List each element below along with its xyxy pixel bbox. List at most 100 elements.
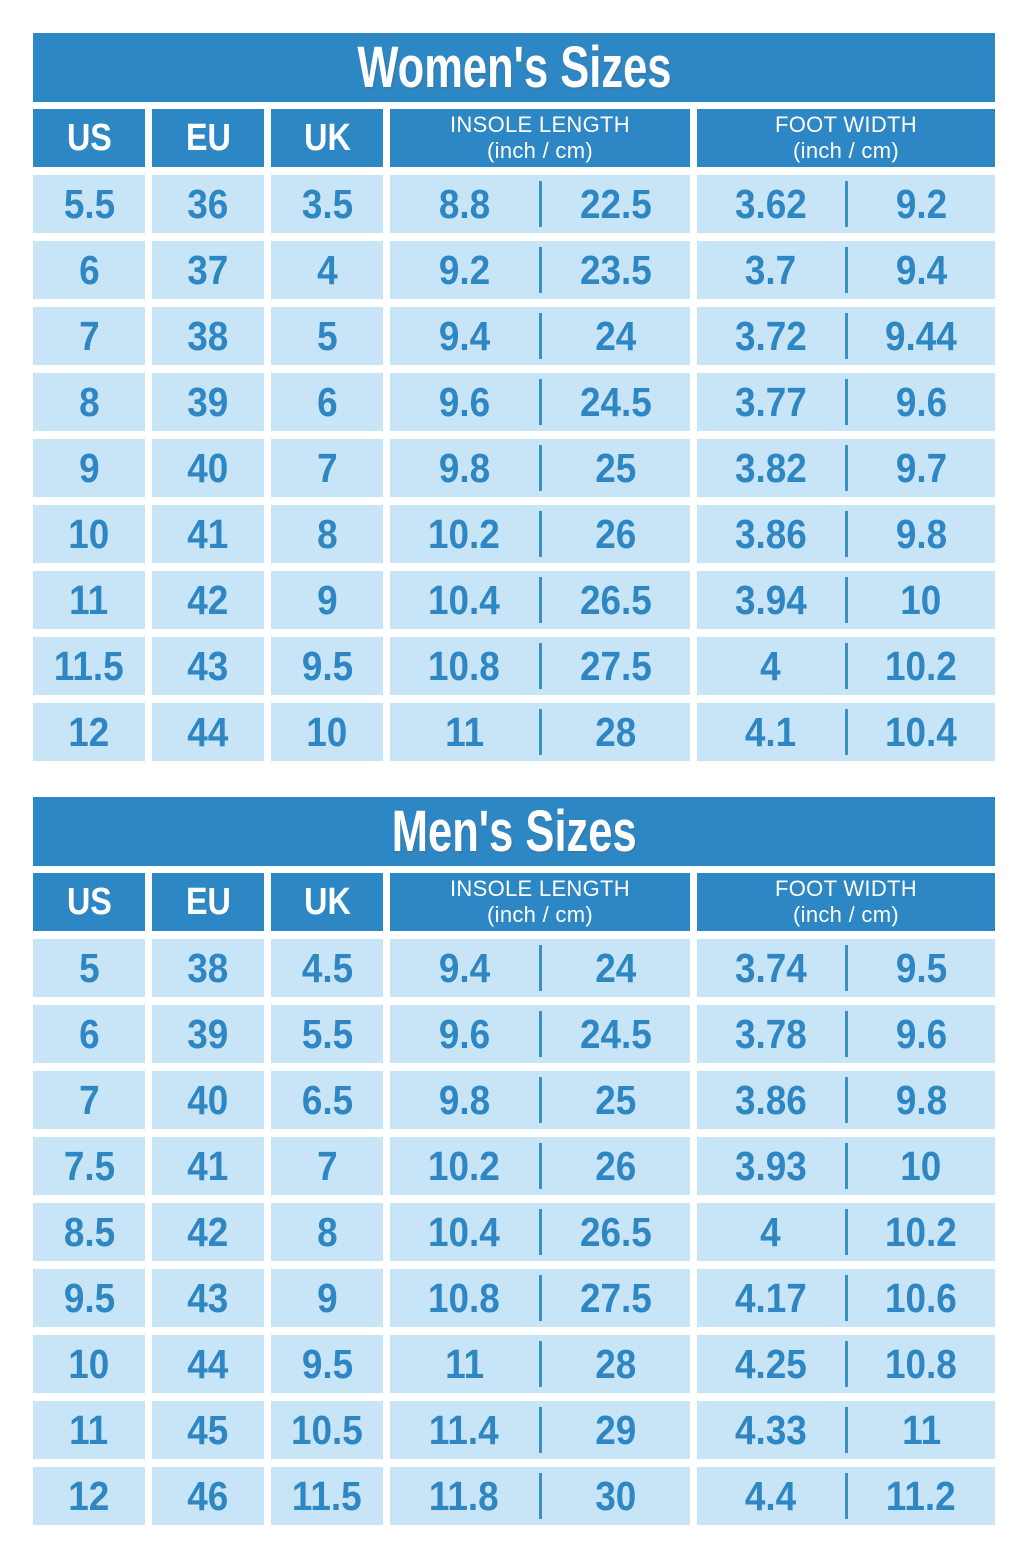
womens-header-row: US EU UK INSOLE LENGTH (inch / cm) FOOT … [33,109,995,167]
foot-width-cell: 3.74 9.5 [697,939,995,997]
us-size-cell: 12 [33,703,145,761]
uk-size-cell: 10 [271,703,383,761]
us-size-cell: 9 [33,439,145,497]
uk-size-cell: 9.5 [271,1335,383,1393]
table-row: 8.5 42 8 10.4 26.5 4 10.2 [33,1203,995,1261]
us-size-cell: 6 [33,1005,145,1063]
eu-size-cell: 45 [152,1401,264,1459]
foot-width-cell: 4.33 11 [697,1401,995,1459]
insole-length-cell: 10.8 27.5 [390,1269,690,1327]
inch-cm-divider [844,1407,848,1453]
eu-size-cell: 39 [152,1005,264,1063]
insole-length-cell: 9.6 24.5 [390,1005,690,1063]
mens-size-table: Men's Sizes US EU UK INSOLE LENGTH (inch… [33,797,995,1525]
table-row: 8 39 6 9.6 24.5 3.77 9.6 [33,373,995,431]
us-size-cell: 9.5 [33,1269,145,1327]
inch-cm-divider [844,709,848,755]
inch-cm-divider [844,643,848,689]
inch-cm-divider [844,1143,848,1189]
inch-cm-divider [844,181,848,227]
uk-size-cell: 4 [271,241,383,299]
eu-size-cell: 43 [152,1269,264,1327]
uk-size-cell: 5.5 [271,1005,383,1063]
uk-size-cell: 6 [271,373,383,431]
inch-cm-divider [538,1407,542,1453]
table-row: 7 40 6.5 9.8 25 3.86 9.8 [33,1071,995,1129]
insole-length-cell: 11.4 29 [390,1401,690,1459]
table-row: 6 37 4 9.2 23.5 3.7 9.4 [33,241,995,299]
column-header-uk: UK [271,873,383,931]
table-row: 10 41 8 10.2 26 3.86 9.8 [33,505,995,563]
foot-width-cell: 4.4 11.2 [697,1467,995,1525]
eu-size-cell: 46 [152,1467,264,1525]
table-row: 7.5 41 7 10.2 26 3.93 10 [33,1137,995,1195]
insole-length-cell: 11.8 30 [390,1467,690,1525]
inch-cm-divider [844,511,848,557]
table-row: 9 40 7 9.8 25 3.82 9.7 [33,439,995,497]
us-size-cell: 7.5 [33,1137,145,1195]
inch-cm-divider [538,1011,542,1057]
table-row: 12 46 11.5 11.8 30 4.4 11.2 [33,1467,995,1525]
inch-cm-divider [844,313,848,359]
foot-width-cell: 4 10.2 [697,637,995,695]
uk-size-cell: 3.5 [271,175,383,233]
inch-cm-divider [538,709,542,755]
us-size-cell: 5 [33,939,145,997]
column-header-foot-width: FOOT WIDTH (inch / cm) [697,109,995,167]
eu-size-cell: 44 [152,703,264,761]
table-row: 5 38 4.5 9.4 24 3.74 9.5 [33,939,995,997]
uk-size-cell: 8 [271,1203,383,1261]
insole-length-cell: 8.8 22.5 [390,175,690,233]
column-header-foot-width: FOOT WIDTH (inch / cm) [697,873,995,931]
inch-cm-divider [538,247,542,293]
us-size-cell: 11.5 [33,637,145,695]
column-header-uk: UK [271,109,383,167]
inch-cm-divider [538,445,542,491]
insole-length-cell: 9.8 25 [390,1071,690,1129]
inch-cm-divider [538,945,542,991]
foot-width-cell: 3.93 10 [697,1137,995,1195]
mens-header-row: US EU UK INSOLE LENGTH (inch / cm) FOOT … [33,873,995,931]
us-size-cell: 10 [33,1335,145,1393]
eu-size-cell: 38 [152,939,264,997]
womens-table-title: Women's Sizes [356,35,672,100]
inch-cm-divider [844,1077,848,1123]
eu-size-cell: 41 [152,505,264,563]
eu-size-cell: 38 [152,307,264,365]
insole-length-cell: 10.4 26.5 [390,571,690,629]
insole-length-cell: 9.8 25 [390,439,690,497]
insole-length-cell: 10.2 26 [390,1137,690,1195]
eu-size-cell: 40 [152,439,264,497]
inch-cm-divider [538,1209,542,1255]
mens-table-title: Men's Sizes [391,799,637,864]
table-row: 11.5 43 9.5 10.8 27.5 4 10.2 [33,637,995,695]
foot-width-cell: 4.25 10.8 [697,1335,995,1393]
uk-size-cell: 7 [271,439,383,497]
table-row: 11 42 9 10.4 26.5 3.94 10 [33,571,995,629]
womens-size-table: Women's Sizes US EU UK INSOLE LENGTH (in… [33,33,995,761]
uk-size-cell: 6.5 [271,1071,383,1129]
inch-cm-divider [538,577,542,623]
inch-cm-divider [844,1341,848,1387]
table-row: 12 44 10 11 28 4.1 10.4 [33,703,995,761]
us-size-cell: 7 [33,1071,145,1129]
uk-size-cell: 9.5 [271,637,383,695]
us-size-cell: 11 [33,571,145,629]
womens-table-body: 5.5 36 3.5 8.8 22.5 3.62 9.2 6 37 4 9.2 23.5 3.7 9.4 7… [33,175,995,761]
us-size-cell: 11 [33,1401,145,1459]
inch-cm-divider [844,379,848,425]
foot-width-cell: 3.7 9.4 [697,241,995,299]
inch-cm-divider [844,577,848,623]
table-row: 5.5 36 3.5 8.8 22.5 3.62 9.2 [33,175,995,233]
inch-cm-divider [538,1473,542,1519]
insole-length-cell: 10.8 27.5 [390,637,690,695]
eu-size-cell: 39 [152,373,264,431]
eu-size-cell: 40 [152,1071,264,1129]
inch-cm-divider [538,1275,542,1321]
inch-cm-divider [538,511,542,557]
insole-length-cell: 9.6 24.5 [390,373,690,431]
inch-cm-divider [844,1011,848,1057]
eu-size-cell: 43 [152,637,264,695]
insole-length-cell: 9.2 23.5 [390,241,690,299]
